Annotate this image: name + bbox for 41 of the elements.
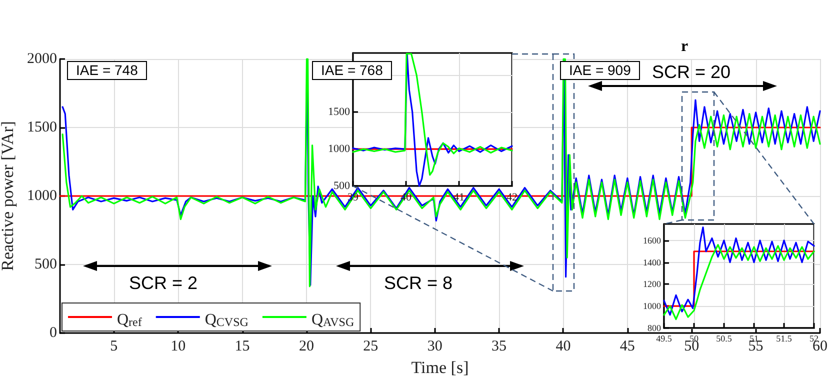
legend-label: QAVSG (311, 312, 354, 329)
y-tick-label: 1500 (328, 106, 350, 118)
x-tick-label: 15 (234, 338, 250, 354)
annotation: SCR = 8 (384, 273, 453, 294)
x-tick-label: 40 (556, 338, 571, 354)
y-tick-label: 800 (648, 323, 662, 333)
y-tick-label: 1400 (643, 257, 662, 268)
y-tick-label: 1000 (643, 301, 662, 312)
y-tick-label: 1500 (27, 120, 57, 136)
x-tick-label: 49.5 (656, 334, 672, 344)
x-tick-label: 10 (170, 338, 186, 354)
annotation: SCR = 2 (129, 273, 198, 294)
x-axis-title: Time [s] (411, 358, 469, 377)
y-axis-title: Reactive power [VAr] (0, 121, 18, 271)
y-tick-label: 2000 (27, 51, 57, 67)
y-tick-label: 1000 (328, 143, 350, 156)
y-tick-label: 500 (34, 256, 57, 272)
x-tick-label: 30 (427, 338, 442, 354)
x-tick-label: 25 (363, 338, 378, 354)
line-series (663, 244, 815, 320)
annotation: IAE = 909 (560, 61, 640, 80)
y-tick-label: 1600 (643, 235, 662, 246)
y-tick-label: 500 (334, 180, 350, 192)
x-tick-label: 50.5 (716, 334, 732, 344)
x-tick-label: 40 (400, 192, 412, 204)
y-tick-label: 1000 (27, 188, 57, 204)
legend-label: QCVSG (204, 312, 249, 329)
x-tick-label: 51.5 (776, 334, 792, 344)
text: r (681, 38, 688, 56)
annotation: IAE = 748 (67, 61, 147, 80)
line-series (663, 226, 815, 316)
x-tick-label: 35 (492, 338, 507, 354)
x-tick-label: 45 (620, 338, 635, 354)
annotation: SCR = 20 (652, 62, 731, 83)
x-tick-label: 20 (298, 338, 314, 354)
annotation: IAE = 768 (312, 61, 392, 80)
x-tick-label: 39 (348, 192, 359, 204)
y-tick-label: 0 (50, 325, 57, 341)
legend-label: Qref (117, 312, 142, 329)
x-tick-label: 5 (110, 338, 118, 354)
y-tick-label: 1200 (643, 279, 662, 290)
